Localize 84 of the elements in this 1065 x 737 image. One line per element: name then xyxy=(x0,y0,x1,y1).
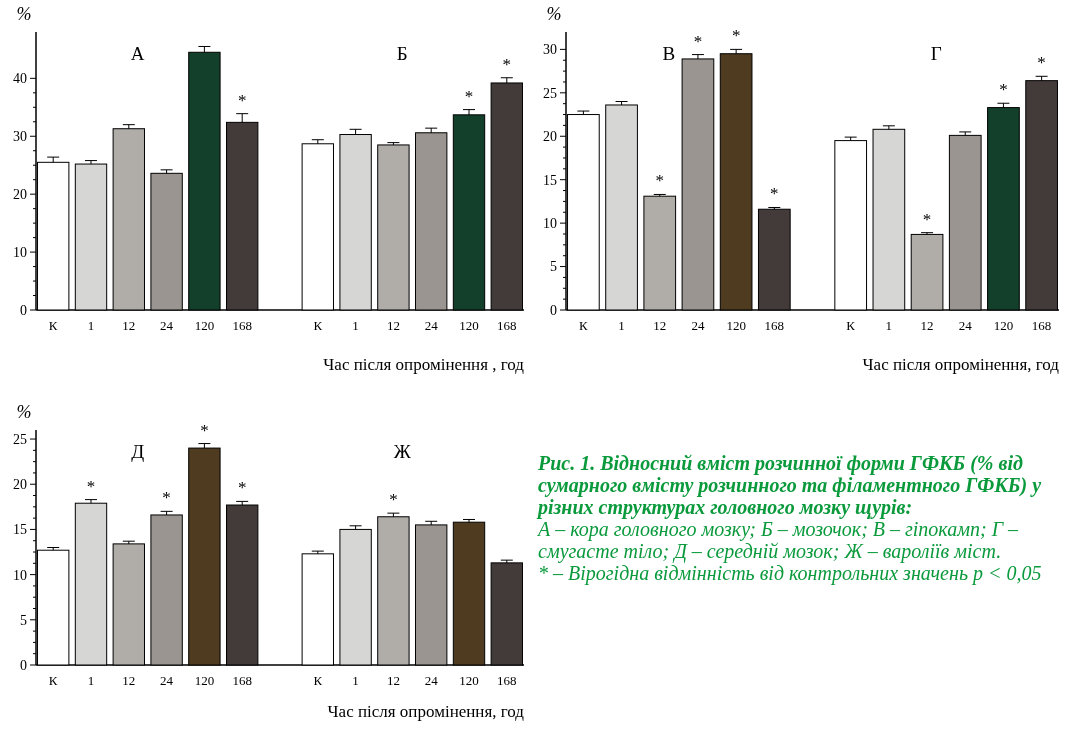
y-tick-label: 25 xyxy=(543,85,557,101)
x-axis-title: Час після опромінення, год xyxy=(862,355,1060,374)
y-tick-label: 20 xyxy=(543,129,557,145)
annotation: Ж xyxy=(393,441,412,462)
x-tick-label: 24 xyxy=(160,673,174,688)
data-label: * xyxy=(389,490,398,510)
y-tick-label: 20 xyxy=(13,477,27,493)
y-tick-label: 20 xyxy=(13,187,27,203)
data-label: * xyxy=(922,209,932,229)
x-tick-label: 1 xyxy=(352,318,359,333)
x-tick-label: 1 xyxy=(87,673,95,688)
x-axis-title: Час після опромінення, год xyxy=(327,702,525,721)
x-axis-title: Час після опромінення , год xyxy=(323,355,525,374)
data-label: * xyxy=(999,80,1008,100)
data-label: * xyxy=(162,488,171,508)
x-tick-label: 12 xyxy=(386,318,400,333)
x-tick-label: 168 xyxy=(764,318,785,333)
x-tick-label: 1 xyxy=(87,318,95,333)
annotation: Г xyxy=(930,43,942,64)
x-tick-label: К xyxy=(313,318,323,333)
x-tick-label: 168 xyxy=(232,673,252,688)
y-tick-label: 25 xyxy=(13,431,27,447)
x-tick-label: 12 xyxy=(386,673,400,688)
x-tick-label: 120 xyxy=(194,673,215,688)
x-tick-label: 120 xyxy=(459,673,479,688)
y-axis-title: % xyxy=(16,4,32,24)
x-tick-label: 12 xyxy=(920,318,934,333)
x-tick-label: 24 xyxy=(160,318,174,333)
y-tick-label: 40 xyxy=(13,71,27,87)
x-tick-label: 120 xyxy=(726,318,746,333)
y-tick-label: 5 xyxy=(20,612,27,628)
data-label: * xyxy=(655,171,664,191)
data-label: * xyxy=(237,90,247,110)
annotation: Д xyxy=(131,441,145,462)
x-tick-label: 168 xyxy=(497,318,517,333)
x-tick-label: К xyxy=(48,318,58,333)
y-tick-label: 30 xyxy=(543,42,557,58)
y-tick-label: 15 xyxy=(543,172,557,188)
annotation: А xyxy=(130,43,145,64)
y-tick-label: 5 xyxy=(550,259,557,275)
x-tick-label: К xyxy=(846,318,856,333)
x-tick-label: 1 xyxy=(618,318,625,333)
x-tick-label: К xyxy=(579,318,589,333)
x-tick-label: 168 xyxy=(1031,318,1052,333)
data-label: * xyxy=(731,26,741,46)
y-axis-title: % xyxy=(546,4,562,24)
x-tick-label: 24 xyxy=(691,318,705,333)
text: А – кора головного мозку; Б – мозочок; В – гіпокамп; Г – смугасте тіло; Д – середній мозок; Ж – вароліїв міст. xyxy=(536,518,1020,563)
x-tick-label: 24 xyxy=(424,673,439,688)
x-tick-label: К xyxy=(48,673,58,688)
y-tick-label: 0 xyxy=(20,302,27,318)
x-tick-label: 120 xyxy=(993,318,1014,333)
x-tick-label: 1 xyxy=(885,318,893,333)
x-tick-label: 12 xyxy=(122,673,136,688)
x-tick-label: 1 xyxy=(352,673,359,688)
data-label: * xyxy=(693,31,703,51)
data-label: * xyxy=(1037,53,1046,73)
y-tick-label: 10 xyxy=(13,244,27,260)
data-label: * xyxy=(86,476,96,496)
data-label: * xyxy=(464,86,474,106)
y-tick-label: 30 xyxy=(13,129,27,145)
data-label: * xyxy=(200,420,209,440)
text: * – Вірогідна відмінність від контрольних значень p < 0,05 xyxy=(538,562,1042,585)
x-tick-label: 24 xyxy=(424,318,439,333)
x-tick-label: 12 xyxy=(122,318,136,333)
y-tick-label: 10 xyxy=(13,567,27,583)
data-label: * xyxy=(770,184,779,204)
y-axis-title: % xyxy=(16,402,32,422)
data-label: * xyxy=(237,478,247,498)
y-tick-label: 0 xyxy=(550,302,557,318)
text: Рис. 1. Відносний вміст розчинної форми ГФКБ (% від сумарного вмісту розчинного та філаментного ГФКБ) у різних структурах головного мозку щурів: xyxy=(536,452,1042,519)
annotation: В xyxy=(662,43,676,64)
x-tick-label: К xyxy=(313,673,323,688)
x-tick-label: 12 xyxy=(653,318,667,333)
annotation: Б xyxy=(396,43,408,64)
y-tick-label: 10 xyxy=(543,216,557,232)
x-tick-label: 168 xyxy=(497,673,517,688)
x-tick-label: 120 xyxy=(459,318,479,333)
y-tick-label: 15 xyxy=(13,522,27,538)
x-tick-label: 168 xyxy=(232,318,252,333)
x-tick-label: 120 xyxy=(194,318,215,333)
data-label: * xyxy=(502,54,512,74)
x-tick-label: 24 xyxy=(958,318,973,333)
y-tick-label: 0 xyxy=(20,657,27,673)
